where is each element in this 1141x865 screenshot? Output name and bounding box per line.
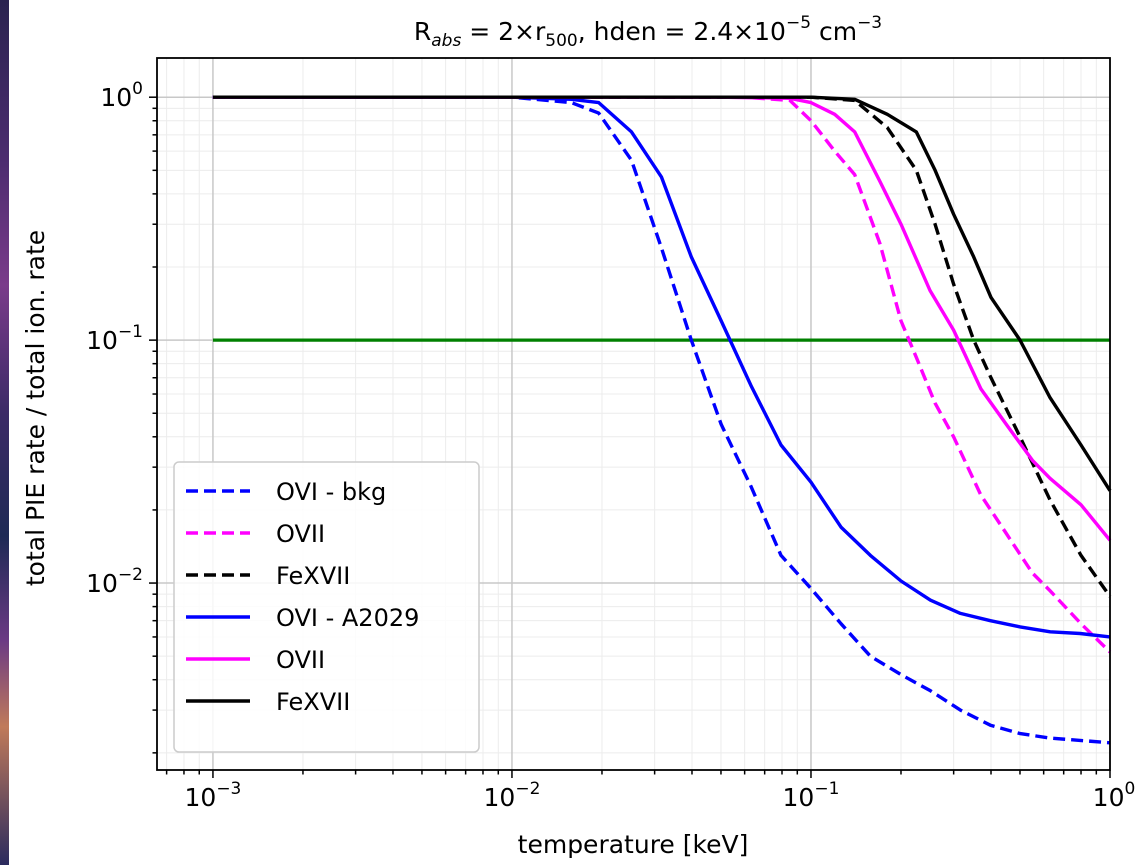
legend-label: OVI - bkg: [276, 478, 386, 506]
chart-title: Rabs = 2×r500, hden = 2.4×10−5 cm−3: [414, 13, 882, 51]
legend-label: OVII: [276, 646, 325, 674]
series-group: [212, 95, 1112, 745]
x-tick-label: 10−2: [484, 779, 541, 812]
legend-label: OVII: [276, 520, 325, 548]
y-tick-label: 10−1: [86, 322, 143, 355]
x-axis-label: temperature [keV]: [518, 830, 749, 859]
legend-box: [173, 461, 480, 753]
legend: OVI - bkg OVII FeXVII OVI - A2029 OVII FeXVII: [173, 461, 480, 753]
ticks-group: 10−3 10−2 10−1 100 100 10−1 10−2: [86, 79, 1135, 812]
y-axis-label: total PIE rate / total ion. rate: [21, 230, 50, 586]
legend-label: FeXVII: [276, 688, 350, 716]
legend-label: FeXVII: [276, 562, 350, 590]
legend-label: OVI - A2029: [276, 604, 419, 632]
x-tick-label: 10−3: [185, 779, 242, 812]
y-tick-label: 10−2: [86, 565, 143, 598]
x-tick-label: 10−1: [783, 779, 840, 812]
y-tick-label: 100: [100, 79, 143, 112]
series-dashed-fexvii-line: [212, 95, 1112, 598]
left-edge-strip: [0, 0, 9, 865]
series-solid-fexvii-line: [212, 95, 1112, 492]
x-tick-label: 100: [1093, 779, 1136, 812]
